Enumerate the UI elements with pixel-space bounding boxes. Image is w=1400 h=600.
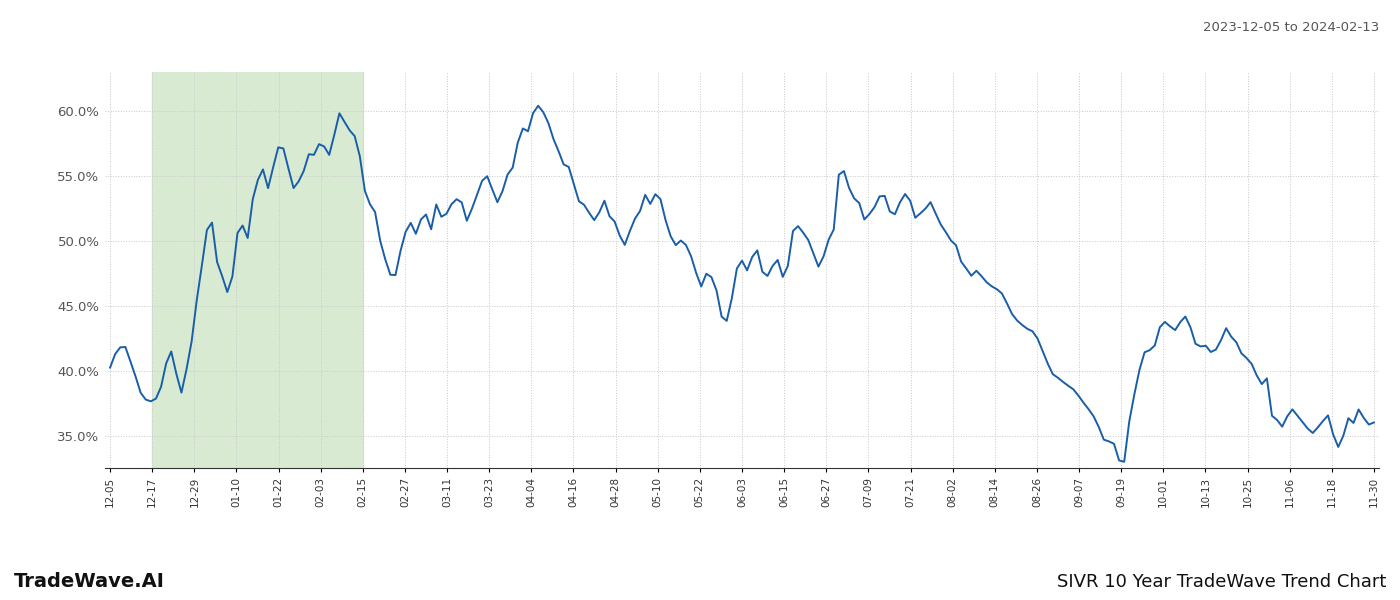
Text: TradeWave.AI: TradeWave.AI <box>14 572 165 591</box>
Bar <box>153 72 363 468</box>
Text: 2023-12-05 to 2024-02-13: 2023-12-05 to 2024-02-13 <box>1203 21 1379 34</box>
Text: SIVR 10 Year TradeWave Trend Chart: SIVR 10 Year TradeWave Trend Chart <box>1057 573 1386 591</box>
